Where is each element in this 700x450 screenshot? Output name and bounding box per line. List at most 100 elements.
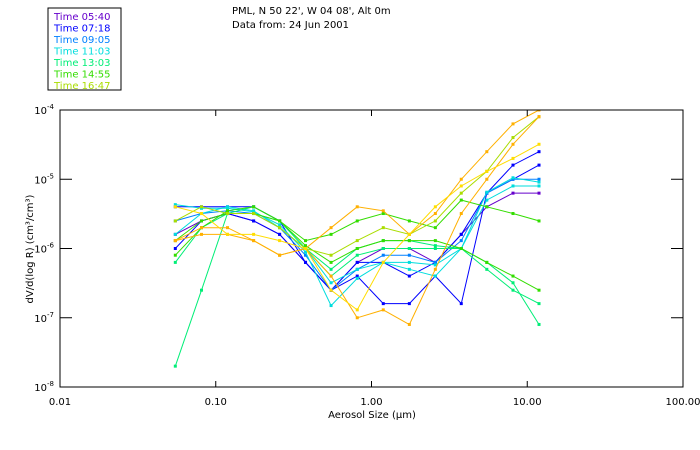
x-axis-label: Aerosol Size (μm) [328, 410, 416, 421]
data-point [511, 136, 515, 140]
data-point [329, 260, 333, 264]
data-point [381, 247, 385, 250]
data-point [407, 274, 411, 278]
data-point [381, 253, 385, 257]
data-point [355, 247, 359, 250]
data-point [511, 191, 515, 195]
data-point [459, 239, 463, 243]
legend-box [47, 7, 122, 91]
data-point [304, 253, 308, 257]
data-point [355, 239, 359, 243]
data-point [199, 219, 203, 223]
data-point [537, 191, 541, 195]
data-point [278, 223, 282, 227]
data-point [278, 232, 282, 236]
data-point [252, 209, 256, 213]
data-point [252, 232, 256, 236]
data-point [173, 364, 177, 368]
chart-subtitle: Data from: 24 Jun 2001 [232, 20, 349, 31]
data-point [407, 267, 411, 271]
data-point [485, 177, 489, 181]
data-point [537, 288, 541, 292]
data-point [252, 212, 256, 216]
chart-title: PML, N 50 22', W 04 08', Alt 0m [232, 6, 391, 17]
data-point [278, 253, 282, 257]
data-point [355, 260, 359, 264]
legend-entry: Time 13:03 [53, 58, 110, 69]
data-point [485, 150, 489, 154]
data-point [407, 232, 411, 236]
data-point [381, 260, 385, 264]
x-tick-label: 10.00 [513, 397, 542, 408]
data-point [226, 212, 230, 216]
data-point [407, 322, 411, 326]
series-line [174, 213, 540, 367]
data-point [459, 184, 463, 188]
y-tick-label: 10-8 [34, 380, 54, 394]
data-point [433, 274, 437, 278]
data-point [433, 260, 437, 264]
data-point [537, 219, 541, 223]
data-point [226, 232, 230, 236]
data-point [173, 239, 177, 243]
data-point [511, 156, 515, 160]
data-point [433, 239, 437, 243]
data-point [511, 163, 515, 167]
data-point [329, 226, 333, 230]
data-point [407, 239, 411, 243]
plot-frame [59, 109, 684, 388]
data-point [407, 219, 411, 223]
data-point [226, 226, 230, 230]
data-point [537, 177, 541, 181]
data-point [173, 247, 177, 250]
data-point [511, 176, 515, 180]
data-point [407, 247, 411, 250]
plot-lines [173, 110, 541, 368]
data-point [537, 322, 541, 326]
data-point [511, 281, 515, 285]
data-point [304, 244, 308, 248]
data-point [459, 212, 463, 216]
data-point [252, 239, 256, 243]
data-point [381, 302, 385, 306]
data-point [304, 260, 308, 264]
data-point [329, 253, 333, 257]
data-point [485, 190, 489, 194]
data-point [433, 226, 437, 230]
data-point [304, 250, 308, 254]
data-point [199, 232, 203, 236]
data-point [407, 302, 411, 306]
data-point [537, 115, 541, 119]
data-point [485, 169, 489, 173]
data-point [433, 212, 437, 216]
legend-entry: Time 09:05 [53, 35, 110, 46]
data-point [537, 142, 541, 146]
data-point [511, 212, 515, 216]
axes: 0.01 0.10 1.00 10.00 100.00 10-4 10-5 10-6 10-7 1… [34, 103, 700, 408]
x-tick-label: 0.01 [49, 397, 71, 408]
y-axis-label: dV/d(log R) (cm³/cm³) [25, 194, 36, 303]
data-point [355, 219, 359, 223]
data-point [511, 142, 515, 146]
data-point [329, 304, 333, 308]
data-point [329, 232, 333, 236]
data-point [199, 205, 203, 209]
data-point [173, 203, 177, 207]
data-point [459, 177, 463, 181]
data-point [199, 206, 203, 210]
data-point [173, 253, 177, 257]
data-point [329, 281, 333, 285]
data-point [485, 267, 489, 271]
data-point [459, 191, 463, 195]
data-point [511, 122, 515, 126]
series-line [175, 143, 540, 311]
data-point [511, 184, 515, 188]
y-tick-label: 10-4 [34, 103, 54, 117]
data-point [226, 209, 230, 213]
y-tick-label: 10-6 [34, 242, 54, 256]
x-tick-label: 100.00 [666, 397, 700, 408]
data-point [511, 274, 515, 278]
data-point [381, 209, 385, 213]
